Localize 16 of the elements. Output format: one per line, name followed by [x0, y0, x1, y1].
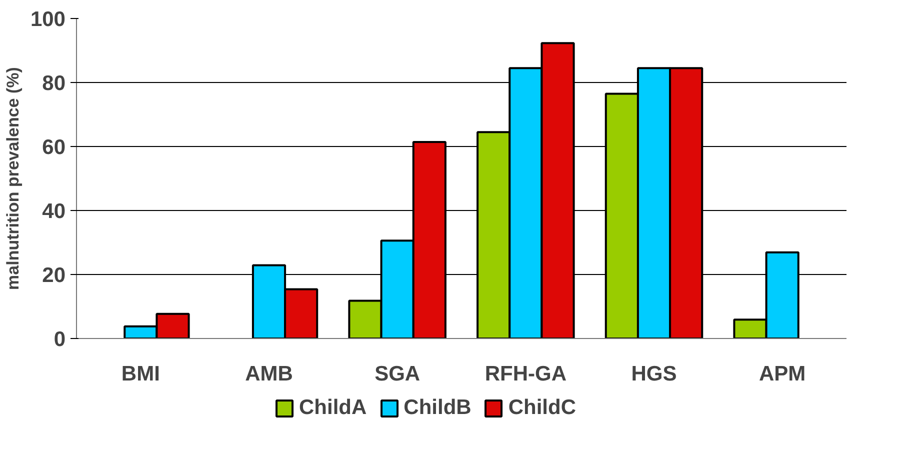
y-tick-label: 0 — [54, 328, 66, 351]
x-tick-label: HGS — [631, 362, 677, 386]
x-tick-label: AMB — [245, 362, 293, 386]
y-tick-label: 20 — [42, 264, 66, 287]
x-tick-label: APM — [759, 362, 806, 386]
y-tick-label: 80 — [42, 72, 66, 95]
x-tick-label: SGA — [374, 362, 420, 386]
legend-label: ChildB — [404, 396, 472, 420]
y-tick-label: 60 — [42, 136, 66, 159]
legend-label: ChildC — [508, 396, 576, 420]
y-tick-label: 100 — [30, 8, 66, 31]
y-tick-label: 40 — [42, 200, 66, 223]
x-tick-label: RFH-GA — [484, 362, 566, 386]
y-axis-title: malnutrition prevalence (%) — [3, 67, 22, 290]
x-tick-label: BMI — [121, 362, 160, 386]
legend-label: ChildA — [299, 396, 367, 420]
